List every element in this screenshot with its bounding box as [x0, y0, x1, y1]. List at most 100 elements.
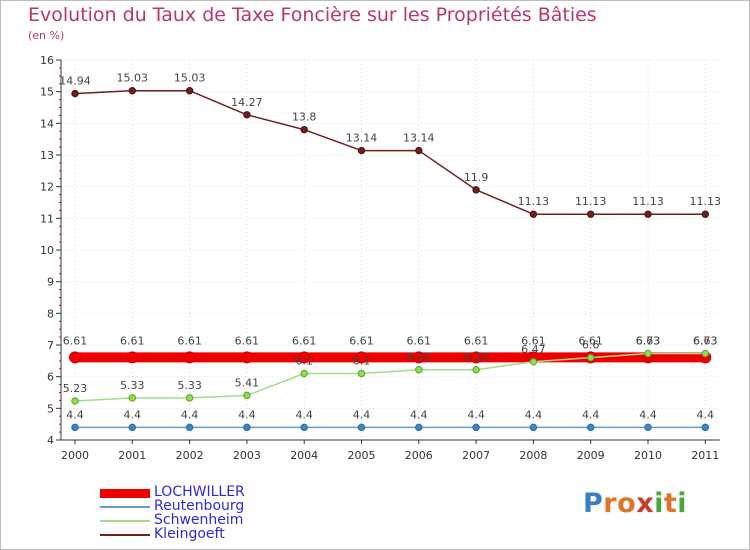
legend-label: Kleingoeft	[154, 526, 225, 542]
y-tick-label: 14	[40, 117, 54, 130]
y-axis-unit: (en %)	[28, 29, 65, 42]
y-tick-label: 11	[40, 212, 54, 225]
y-tick-label: 13	[40, 149, 54, 162]
proxiti-logo: Proxiti	[583, 488, 687, 519]
data-label: 6.61	[63, 334, 88, 347]
data-point	[644, 423, 652, 432]
data-point	[300, 423, 308, 432]
data-point	[701, 210, 709, 218]
data-point	[412, 351, 425, 364]
data-point	[529, 423, 538, 432]
data-label: 5.33	[177, 379, 202, 392]
data-label: 5.33	[120, 379, 145, 392]
logo-letter: t	[663, 488, 678, 519]
data-point	[243, 111, 251, 119]
y-tick-label: 16	[40, 54, 54, 67]
logo-letter: x	[636, 488, 655, 519]
x-tick-label: 2010	[634, 449, 662, 462]
y-tick-label: 7	[47, 339, 54, 352]
data-label: 6.61	[292, 334, 317, 347]
data-point	[529, 358, 538, 366]
chart-title: Evolution du Taux de Taxe Foncière sur l…	[28, 4, 597, 26]
data-point	[587, 210, 595, 218]
data-point	[69, 351, 81, 364]
data-point	[415, 366, 423, 374]
data-point	[587, 423, 595, 432]
data-label: 4.4	[295, 408, 313, 421]
x-tick-label: 2004	[290, 449, 318, 462]
data-point	[128, 87, 137, 95]
series-line-kleingoeft	[74, 89, 706, 215]
data-point	[587, 353, 595, 362]
data-label: 6.61	[407, 334, 432, 347]
data-label: 13.14	[346, 132, 378, 145]
legend-swatch	[100, 520, 150, 522]
data-point	[185, 394, 194, 402]
data-point	[644, 349, 652, 358]
data-label: 4.4	[353, 408, 371, 421]
data-point	[357, 146, 366, 155]
data-label: 6.63	[636, 334, 661, 347]
data-point	[357, 423, 366, 432]
data-point	[185, 87, 194, 95]
data-label: 4.4	[410, 408, 428, 421]
data-point	[71, 423, 79, 432]
data-label: 6.6	[582, 339, 600, 352]
data-label: 6.1	[353, 355, 371, 368]
data-point	[529, 210, 538, 218]
data-label: 4.4	[66, 408, 84, 421]
data-point	[355, 351, 368, 364]
data-label: 4.4	[697, 408, 715, 421]
data-point	[300, 369, 308, 378]
data-label: 14.27	[231, 96, 263, 109]
x-tick-label: 2000	[61, 449, 89, 462]
x-tick-label: 2009	[577, 449, 605, 462]
legend-label: Reutenbourg	[154, 498, 245, 514]
data-point	[185, 423, 194, 432]
data-point	[415, 423, 423, 432]
x-tick-label: 2003	[233, 449, 261, 462]
data-label: 11.13	[518, 195, 550, 208]
data-label: 15.03	[117, 72, 149, 85]
data-label: 4.4	[639, 408, 657, 421]
legend-swatch	[100, 534, 150, 536]
data-point	[357, 369, 366, 378]
data-label: 13.8	[292, 111, 317, 124]
data-label: 5.23	[63, 382, 88, 395]
x-tick-label: 2008	[519, 449, 547, 462]
data-label: 4.4	[525, 408, 543, 421]
data-label: 6.73	[693, 335, 718, 348]
legend-swatch	[100, 488, 150, 498]
y-tick-label: 15	[40, 86, 54, 99]
data-label: 4.4	[467, 408, 485, 421]
data-label: 6.73	[636, 335, 661, 348]
data-label: 5.41	[235, 376, 260, 389]
logo-letter: r	[603, 488, 618, 519]
data-label: 4.4	[181, 408, 199, 421]
x-tick-label: 2002	[176, 449, 204, 462]
data-label: 6.63	[693, 334, 718, 347]
data-label: 4.4	[238, 408, 256, 421]
y-tick-label: 9	[47, 276, 54, 289]
data-label: 14.94	[59, 75, 91, 88]
x-tick-label: 2001	[118, 449, 146, 462]
data-point	[472, 423, 480, 432]
data-label: 6.61	[521, 334, 546, 347]
data-point	[183, 351, 196, 364]
data-point	[128, 394, 137, 402]
data-point	[300, 125, 308, 134]
data-label: 11.13	[575, 195, 607, 208]
data-point	[71, 397, 79, 405]
data-label: 6.22	[464, 351, 489, 364]
y-tick-label: 10	[40, 244, 54, 257]
data-label: 6.61	[235, 334, 260, 347]
data-label: 15.03	[174, 72, 206, 85]
logo-letter: i	[677, 488, 688, 519]
data-label: 6.61	[120, 334, 145, 347]
data-point	[126, 351, 139, 364]
y-tick-label: 8	[47, 307, 54, 320]
data-label: 6.61	[349, 334, 374, 347]
y-tick-label: 12	[40, 181, 54, 194]
data-point	[472, 186, 480, 194]
